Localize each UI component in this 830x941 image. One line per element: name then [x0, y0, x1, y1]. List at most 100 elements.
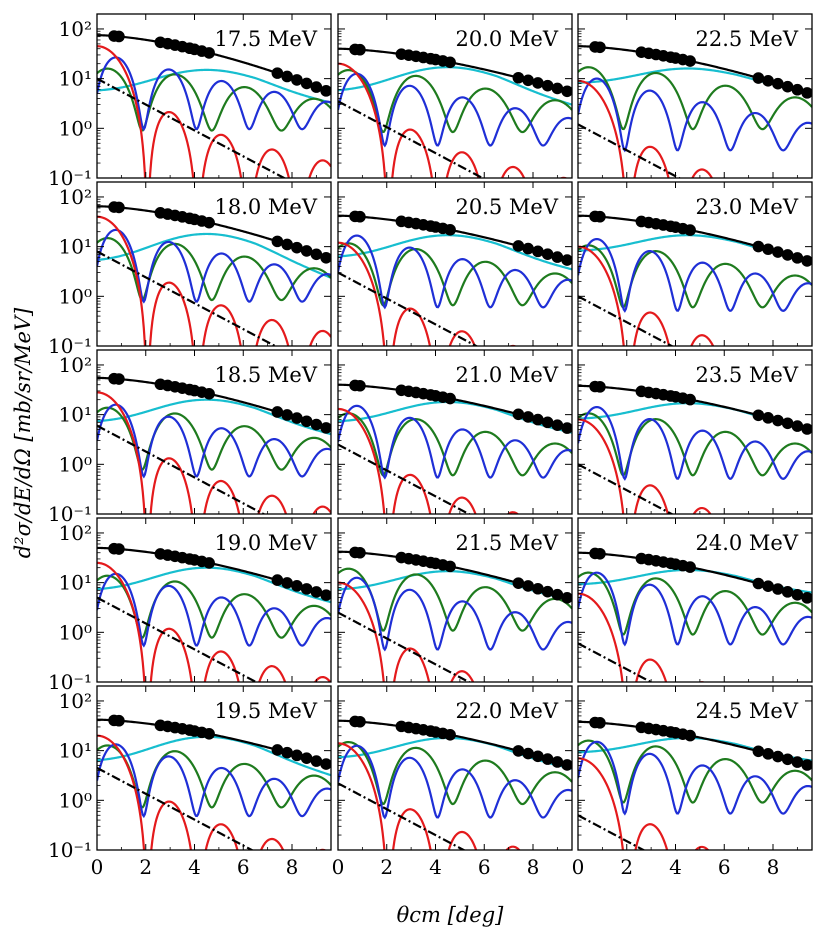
panel-22-0-mev: 0 2 4 6 8 22.0 MeV [332, 685, 573, 879]
panel-19-5-mev: 0 2 4 6 8 10⁻¹ 10⁰ 10¹ 10² 19.5 MeV [48, 685, 332, 879]
data-point [310, 248, 323, 261]
x-tick-label: 2 [620, 855, 633, 879]
data-point [561, 85, 572, 98]
y-axis-label: d²σ/dE/dΩ [mb/sr/MeV] [11, 307, 35, 558]
data-point [320, 85, 331, 97]
data-point [512, 240, 525, 252]
data-point [203, 728, 215, 740]
series-L3-line [97, 68, 331, 104]
series-L1-line [97, 228, 331, 304]
data-point [310, 755, 323, 767]
x-tick-label: 8 [767, 855, 780, 879]
data-point [541, 79, 554, 92]
data-point [684, 561, 696, 573]
data-point [781, 249, 794, 261]
data-point [300, 77, 313, 90]
panel-title: 23.5 MeV [695, 363, 798, 387]
data-point [113, 201, 125, 214]
series-other-line [97, 596, 259, 682]
series-other-line [97, 250, 278, 346]
data-point [522, 411, 534, 423]
x-tick-label: 0 [332, 855, 345, 879]
series-L1-line [97, 572, 331, 648]
y-tick-label: 10¹ [59, 235, 92, 259]
data-point [801, 255, 812, 267]
data-point [444, 560, 456, 573]
data-point [320, 758, 331, 770]
data-point [752, 577, 765, 590]
panel-frame [577, 517, 813, 683]
series-L3-line [338, 234, 572, 271]
panel-frame [96, 685, 332, 851]
series-L0-line [578, 757, 710, 850]
data-point [532, 750, 544, 763]
data-point [541, 585, 554, 598]
data-point [791, 252, 804, 264]
panel-title: 21.0 MeV [455, 363, 558, 387]
panel-frame [577, 181, 813, 347]
data-point [752, 72, 765, 84]
series-L3-line [338, 66, 572, 106]
series-L0-line [338, 742, 521, 850]
series-L3-line [97, 398, 331, 436]
data-point [762, 243, 774, 256]
panel-curves [578, 210, 812, 346]
data-point [762, 748, 774, 760]
data-point [522, 74, 534, 87]
series-L3-line [97, 232, 331, 279]
data-point [113, 543, 125, 555]
data-point [772, 750, 784, 763]
x-axis-label: θcm [deg] [397, 903, 504, 927]
data-point [300, 752, 313, 764]
data-point [300, 415, 313, 428]
data-point [561, 592, 572, 604]
data-point [791, 420, 804, 432]
y-tick-label: 10⁻¹ [48, 838, 92, 862]
series-L1-line [578, 237, 812, 313]
data-point [781, 417, 794, 430]
data-point [444, 392, 456, 405]
data-point [291, 412, 303, 424]
data-point [271, 744, 284, 756]
panel-frame [96, 349, 332, 515]
panel-title: 19.5 MeV [214, 699, 317, 723]
series-other-line [578, 295, 674, 346]
panel-curves [578, 716, 812, 850]
series-other-line [338, 271, 479, 346]
data-point [444, 56, 456, 69]
y-tick-label: 10⁻¹ [48, 670, 92, 694]
panel-curves [97, 30, 331, 178]
panel-frame [96, 517, 332, 683]
x-tick-label: 6 [478, 855, 491, 879]
panel-curves [97, 201, 331, 346]
series-L0-line [578, 79, 714, 178]
series-L0-line [578, 418, 712, 514]
data-point [281, 70, 293, 83]
data-point [512, 577, 525, 589]
data-point [594, 717, 606, 729]
data-point [310, 418, 323, 431]
panel-frame [337, 685, 573, 851]
data-point [281, 238, 293, 251]
series-L1-line [578, 77, 812, 153]
series-other-line [578, 463, 674, 514]
x-tick-label: 8 [527, 855, 540, 879]
series-L1-line [338, 72, 572, 148]
data-point [291, 580, 303, 592]
data-point [113, 30, 125, 43]
data-point [551, 251, 564, 263]
series-L2-line [578, 571, 812, 636]
panel-20-0-mev: 20.0 MeV [337, 13, 573, 179]
series-L0-line [97, 215, 331, 346]
data-point [801, 759, 812, 771]
data-point [320, 251, 331, 264]
data-point [684, 393, 696, 406]
panel-frame [577, 685, 813, 851]
series-L1-line [578, 405, 812, 481]
data-point [281, 746, 293, 759]
series-L1-line [97, 403, 331, 479]
data-point [522, 242, 534, 255]
data-point [281, 409, 293, 421]
y-tick-label: 10¹ [59, 67, 92, 91]
data-point [684, 729, 696, 742]
